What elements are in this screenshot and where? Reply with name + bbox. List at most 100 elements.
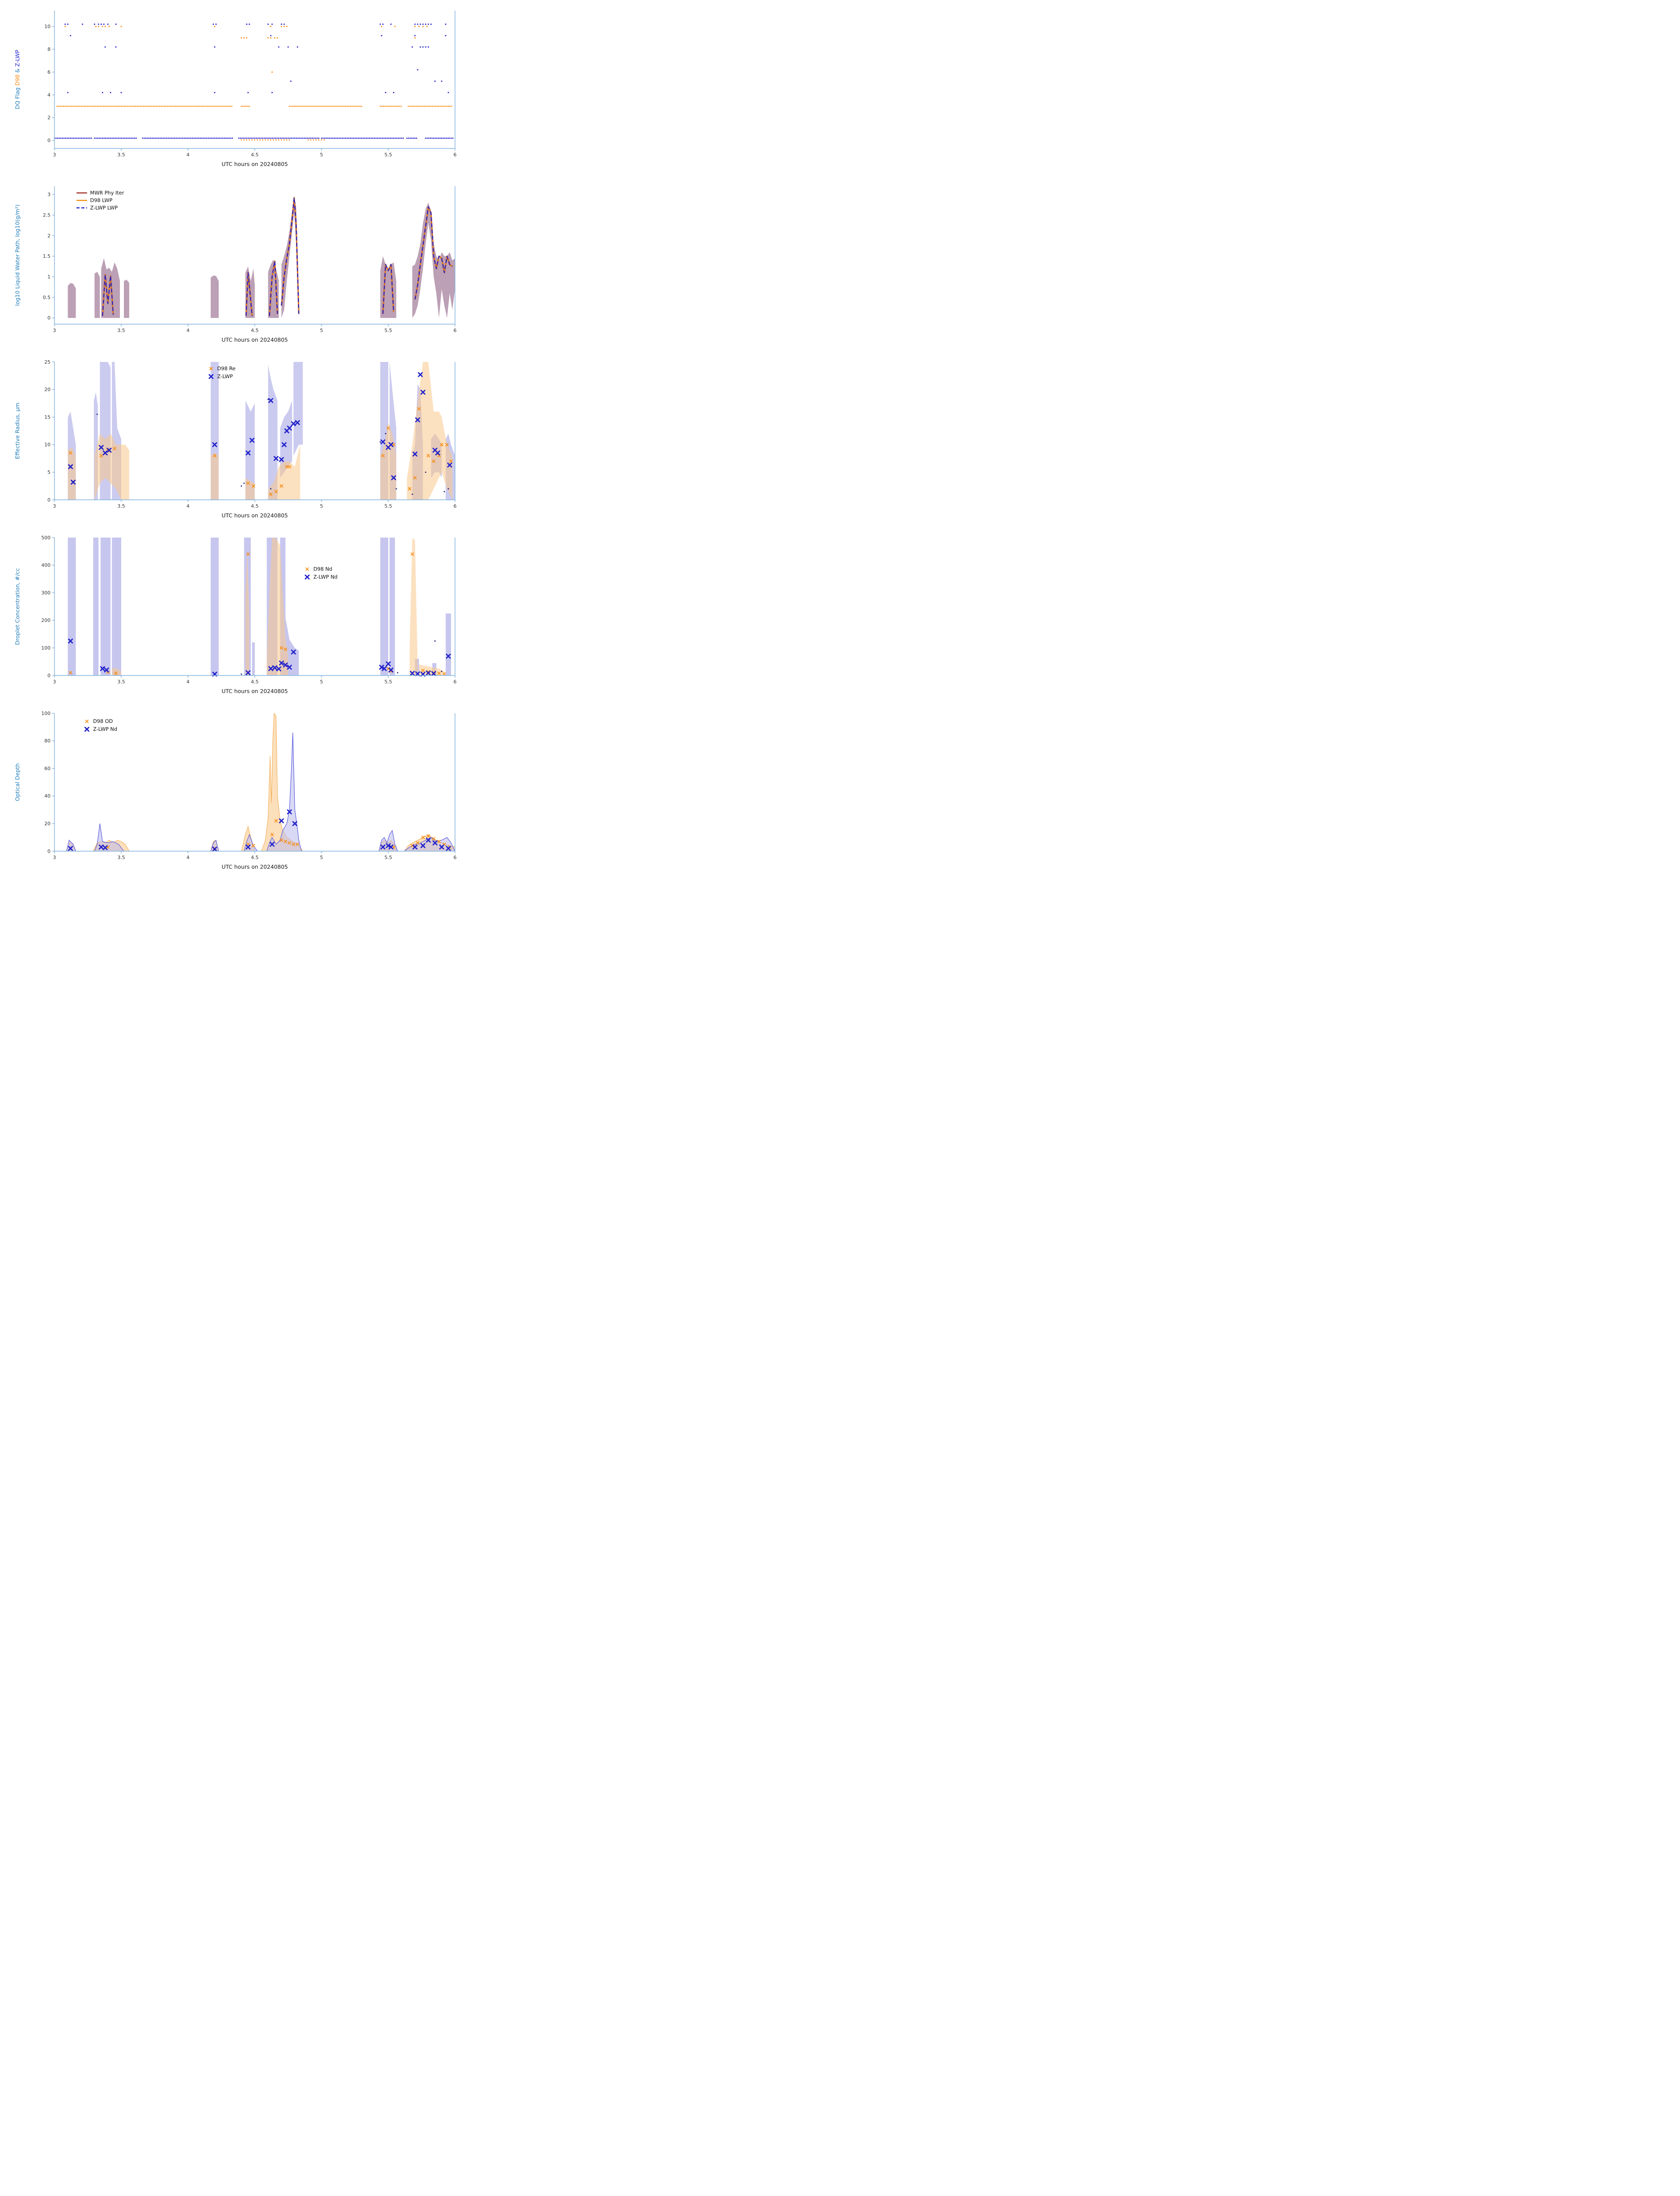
svg-text:5.5: 5.5 — [384, 503, 392, 509]
panel-effective-radius: 3 3.5 4 4.5 5 5.5 6 0 5 10 15 20 25 UTC hours on 2024… — [0, 351, 560, 527]
svg-text:0: 0 — [47, 849, 51, 854]
svg-text:6: 6 — [454, 679, 457, 685]
svg-text:4.5: 4.5 — [251, 679, 259, 685]
y-axis-label: Droplet Concentration, #/cc — [14, 568, 21, 645]
svg-text:6: 6 — [454, 152, 457, 158]
svg-text:3.5: 3.5 — [117, 503, 125, 509]
svg-text:3.5: 3.5 — [117, 328, 125, 333]
svg-text:4: 4 — [187, 152, 190, 158]
y-axis-label: DQ Flag D98 & Z-LWP — [14, 50, 21, 109]
panel-droplet-concentration-svg: 3 3.5 4 4.5 5 5.5 6 0 100 200 300 400 500 UTC hours o… — [14, 535, 457, 694]
svg-text:Z-LWP Nd: Z-LWP Nd — [313, 574, 337, 580]
x-axis-ticks: 3 3.5 4 4.5 5 5.5 6 — [53, 500, 457, 509]
svg-text:4: 4 — [187, 503, 190, 509]
legend: D98 Nd Z-LWP Nd — [304, 566, 337, 580]
zlwp-nd-markers — [68, 638, 451, 677]
svg-text:5: 5 — [47, 470, 51, 475]
svg-text:0: 0 — [47, 497, 51, 503]
svg-text:100: 100 — [41, 645, 51, 651]
zlwp-nd-extra-points — [241, 640, 443, 675]
svg-text:5: 5 — [320, 679, 323, 685]
svg-text:0: 0 — [47, 138, 51, 144]
svg-text:5: 5 — [320, 855, 323, 860]
lwp-lines — [101, 197, 453, 316]
x-axis-label: UTC hours on 20240805 — [221, 161, 288, 167]
svg-text:10: 10 — [44, 24, 51, 29]
zlwp-od-area — [66, 732, 455, 852]
svg-text:5.5: 5.5 — [384, 152, 392, 158]
svg-text:4.5: 4.5 — [251, 328, 259, 333]
y-axis-ticks: 0 100 200 300 400 500 — [41, 535, 54, 679]
svg-text:8: 8 — [47, 47, 51, 52]
svg-text:D98 Nd: D98 Nd — [313, 566, 332, 572]
svg-text:4.5: 4.5 — [251, 152, 259, 158]
panel-liquid-water-path-svg: 3 3.5 4 4.5 5 5.5 6 0 0.5 1 1.5 2 2.5 3 UTC hours on 2… — [14, 186, 457, 343]
zlwp-re-markers — [68, 372, 452, 485]
y-axis-ticks: 0 20 40 60 80 100 — [41, 711, 54, 854]
svg-text:5: 5 — [320, 328, 323, 333]
svg-text:D98 OD: D98 OD — [93, 718, 113, 724]
lwp-uncertainty-band — [68, 195, 455, 318]
svg-text:20: 20 — [44, 387, 51, 393]
svg-text:4: 4 — [187, 855, 190, 860]
panel-dq-flag: 3 3.5 4 4.5 5 5.5 6 0 2 4 6 8 10 UTC hours on 2024080… — [0, 0, 560, 176]
svg-text:5.5: 5.5 — [384, 328, 392, 333]
svg-text:2: 2 — [47, 115, 51, 121]
d98-nd-band — [112, 538, 444, 675]
svg-text:200: 200 — [41, 618, 51, 623]
svg-text:80: 80 — [44, 738, 51, 744]
d98-flag-row-near0 — [241, 139, 325, 141]
zlwp-re-extra-points — [96, 398, 449, 495]
svg-text:0: 0 — [47, 673, 51, 679]
y-axis-ticks: 0 5 10 15 20 25 — [44, 359, 54, 503]
svg-text:3.5: 3.5 — [117, 679, 125, 685]
axes — [54, 11, 455, 149]
svg-text:3.5: 3.5 — [117, 152, 125, 158]
svg-text:Z-LWP: Z-LWP — [217, 373, 233, 379]
svg-text:400: 400 — [41, 563, 51, 568]
svg-text:3.5: 3.5 — [117, 855, 125, 860]
svg-text:0: 0 — [47, 315, 51, 321]
chart-figure: 3 3.5 4 4.5 5 5.5 6 0 2 4 6 8 10 UTC hours on 2024080… — [0, 0, 560, 878]
svg-text:2.5: 2.5 — [43, 212, 51, 218]
svg-text:3: 3 — [53, 152, 56, 158]
svg-text:1: 1 — [47, 274, 51, 280]
svg-text:100: 100 — [41, 711, 51, 716]
panel-droplet-concentration: 3 3.5 4 4.5 5 5.5 6 0 100 200 300 400 500 UTC hours o… — [0, 527, 560, 703]
d98-od-area — [66, 712, 455, 852]
svg-text:60: 60 — [44, 766, 51, 771]
zlwp-od-markers — [68, 809, 451, 852]
d98-nd-markers — [69, 552, 446, 676]
svg-text:6: 6 — [454, 328, 457, 333]
svg-text:D98 Re: D98 Re — [217, 365, 236, 372]
svg-text:3: 3 — [53, 855, 56, 860]
x-axis-ticks: 3 3.5 4 4.5 5 5.5 6 — [53, 675, 457, 685]
svg-text:6: 6 — [47, 69, 51, 75]
x-axis-ticks: 3 3.5 4 4.5 5 5.5 6 — [53, 148, 457, 158]
legend: D98 ReZ-LWP — [208, 365, 236, 379]
d98-re-band — [68, 362, 452, 500]
y-axis-ticks: 0 2 4 6 8 10 — [44, 24, 54, 144]
d98-re-markers — [69, 407, 453, 496]
x-axis-ticks: 3 3.5 4 4.5 5 5.5 6 — [53, 851, 457, 860]
panel-optical-depth: 3 3.5 4 4.5 5 5.5 6 0 20 40 60 80 100 UTC hours on 20… — [0, 703, 560, 878]
svg-text:D98 LWP: D98 LWP — [90, 197, 112, 203]
svg-text:5.5: 5.5 — [384, 679, 392, 685]
x-axis-label: UTC hours on 20240805 — [221, 863, 288, 870]
d98-flag-row-3 — [56, 105, 452, 107]
svg-text:4: 4 — [187, 328, 190, 333]
svg-text:3: 3 — [47, 192, 51, 198]
svg-text:1.5: 1.5 — [43, 253, 51, 259]
zlwp-flag-dots — [64, 23, 449, 94]
svg-text:4: 4 — [187, 679, 190, 685]
svg-text:2: 2 — [47, 233, 51, 238]
svg-text:0.5: 0.5 — [43, 295, 51, 300]
svg-text:300: 300 — [41, 590, 51, 596]
svg-text:3: 3 — [53, 679, 56, 685]
y-axis-ticks: 0 0.5 1 1.5 2 2.5 3 — [43, 192, 54, 321]
svg-text:5: 5 — [320, 503, 323, 509]
panel-dq-flag-svg: 3 3.5 4 4.5 5 5.5 6 0 2 4 6 8 10 UTC hours on 2024080… — [14, 11, 457, 167]
svg-text:6: 6 — [454, 503, 457, 509]
d98-flag-dots — [64, 25, 428, 73]
x-axis-label: UTC hours on 20240805 — [221, 336, 288, 343]
